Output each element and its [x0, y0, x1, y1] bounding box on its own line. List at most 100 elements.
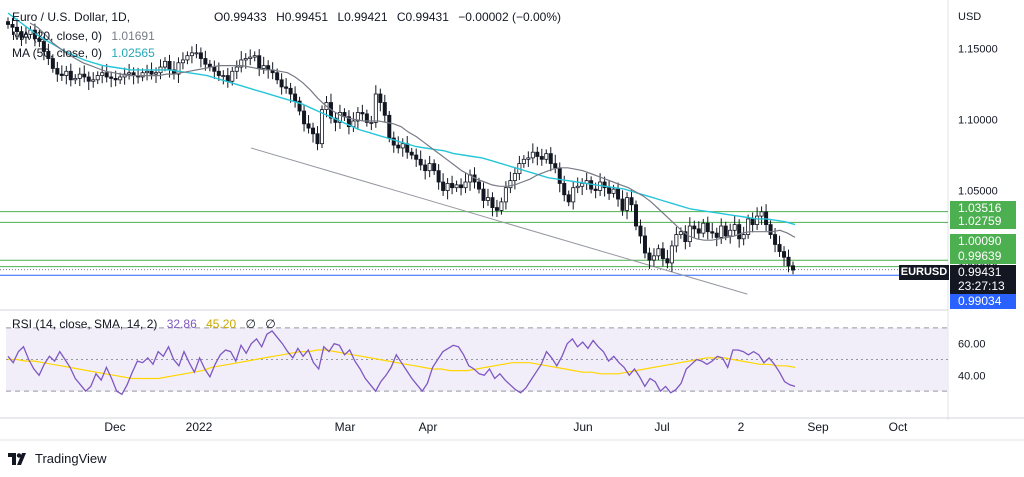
candle-body: [306, 123, 311, 129]
candle-body: [441, 181, 446, 191]
candle-body: [257, 55, 262, 69]
candle-body: [737, 224, 742, 240]
tradingview-logo[interactable]: TradingView: [8, 451, 107, 466]
candle-body: [91, 79, 96, 82]
candle-body: [454, 184, 459, 189]
symbol-legend[interactable]: Euro / U.S. Dollar, 1D,: [12, 10, 136, 25]
candle-body: [450, 183, 455, 189]
candle-body: [423, 164, 428, 172]
candle-body: [82, 73, 87, 78]
candle-body: [768, 224, 773, 235]
candle-body: [185, 55, 190, 61]
ohlc-change: −0.00002 (−0.00%): [458, 10, 561, 24]
rsi-tick-label: 60.00: [958, 339, 986, 351]
time-tick-label: Dec: [104, 420, 125, 434]
candle-body: [167, 60, 172, 71]
candle-body: [225, 75, 230, 82]
candle-body: [10, 24, 15, 28]
candle-body: [239, 59, 244, 68]
candle-body: [77, 73, 82, 79]
candle-body: [387, 114, 392, 139]
candle-body: [140, 72, 145, 78]
candle-body: [602, 181, 607, 189]
candle-body: [494, 207, 499, 211]
candle-body: [503, 187, 508, 203]
candle-body: [319, 109, 324, 145]
candle-body: [118, 76, 123, 81]
candle-body: [741, 234, 746, 240]
candle-body: [692, 225, 697, 230]
candle-body: [261, 65, 266, 69]
ma20-legend[interactable]: MA (20, close, 0) 1.01691: [12, 29, 161, 44]
candle-body: [647, 252, 652, 261]
price-tag-0.99639: 0.99639: [950, 249, 1016, 264]
candle-body: [378, 93, 383, 103]
candle-body: [611, 188, 616, 194]
candle-body: [791, 265, 796, 271]
candle-body: [530, 151, 535, 159]
candle-body: [638, 225, 643, 237]
candle-body: [665, 258, 670, 264]
ma50-legend[interactable]: MA (50, close, 0) 1.02565: [12, 46, 161, 61]
candle-body: [607, 187, 612, 194]
candle-body: [651, 255, 656, 261]
ma50-value: 1.02565: [111, 46, 155, 60]
candle-body: [355, 112, 360, 122]
candle-body: [701, 222, 706, 234]
candle-body: [746, 218, 751, 235]
candle-body: [212, 66, 217, 72]
candle-body: [728, 229, 733, 237]
candle-body: [194, 52, 199, 55]
candle-body: [162, 60, 167, 68]
price-tag-0.99431: 0.99431: [950, 265, 1016, 280]
candle-body: [642, 235, 647, 254]
symbol-price-tag: EURUSD: [899, 265, 949, 280]
candle-body: [104, 72, 109, 78]
time-tick-label: Jul: [654, 420, 669, 434]
candle-body: [553, 163, 558, 169]
candle-body: [436, 170, 441, 183]
support-trendline[interactable]: [250, 147, 748, 295]
candle-body: [19, 31, 24, 38]
candle-body: [180, 59, 185, 64]
candle-body: [279, 79, 284, 88]
candle-body: [593, 188, 598, 191]
candle-body: [360, 112, 365, 115]
price-tag-1.02759: 1.02759: [950, 214, 1016, 229]
candle-body: [575, 185, 580, 189]
candle-body: [521, 158, 526, 164]
candle-body: [252, 55, 257, 58]
candle-body: [535, 151, 540, 157]
candle-body: [786, 256, 791, 267]
rsi-legend[interactable]: RSI (14, close, SMA, 14, 2) 32.86 45.20 …: [12, 317, 282, 332]
time-tick-label: Oct: [889, 420, 908, 434]
candle-body: [373, 93, 378, 123]
candle-body: [234, 66, 239, 72]
candle-body: [562, 183, 567, 196]
ohlc-low: L0.99421: [337, 10, 388, 24]
candle-body: [189, 52, 194, 57]
candle-body: [109, 76, 114, 79]
candle-body: [732, 224, 737, 231]
candle-body: [566, 194, 571, 203]
candle-body: [248, 56, 253, 59]
candle-body: [288, 87, 293, 95]
candle-body: [382, 102, 387, 116]
candle-body: [176, 62, 181, 75]
candle-body: [68, 70, 73, 81]
candle-body: [315, 133, 320, 145]
candle-body: [750, 218, 755, 226]
price-tag-1.00090: 1.00090: [950, 234, 1016, 249]
price-tick-label: 1.05000: [958, 186, 998, 198]
candle-body: [418, 158, 423, 166]
candle-body: [400, 143, 405, 149]
candle-body: [512, 173, 517, 182]
candle-body: [432, 163, 437, 172]
candle-body: [427, 163, 432, 172]
candle-body: [127, 72, 132, 75]
candle-body: [6, 21, 11, 25]
candle-body: [145, 70, 150, 74]
ma20-line: [29, 22, 796, 241]
candle-body: [86, 76, 91, 82]
